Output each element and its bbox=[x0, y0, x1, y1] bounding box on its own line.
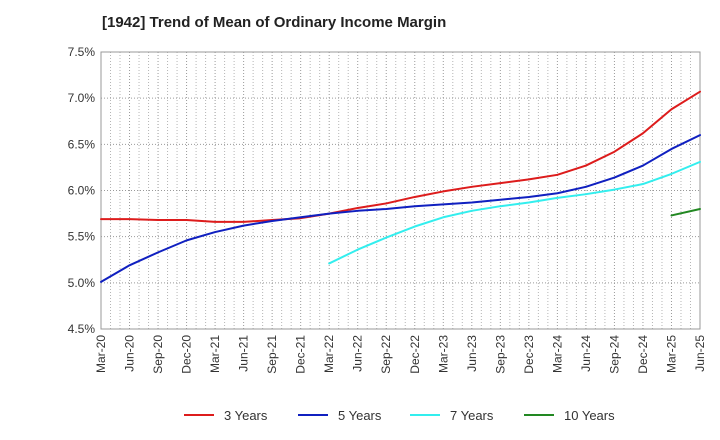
chart-title: [1942] Trend of Mean of Ordinary Income … bbox=[102, 14, 447, 31]
x-tick-label: Mar-20 bbox=[94, 335, 108, 373]
x-axis-ticks: Mar-20 Jun-20 Sep-20 Dec-20 Mar-21 Jun-21 Sep-… bbox=[94, 335, 707, 374]
x-tick-label: Dec-24 bbox=[636, 335, 650, 374]
x-tick-label: Jun-22 bbox=[351, 335, 365, 372]
series-line-5-years bbox=[100, 134, 701, 283]
x-tick-label: Jun-21 bbox=[237, 335, 251, 372]
x-tick-label: Mar-22 bbox=[322, 335, 336, 373]
y-axis-ticks: 4.5% 5.0% 5.5% 6.0% 6.5% 7.0% 7.5% bbox=[68, 45, 96, 336]
x-tick-label: Mar-25 bbox=[664, 335, 678, 373]
x-tick-label: Jun-24 bbox=[579, 335, 593, 372]
series-line-10-years bbox=[670, 207, 701, 217]
series-line-3-years bbox=[100, 90, 701, 223]
x-tick-label: Jun-20 bbox=[123, 335, 137, 372]
x-tick-label: Dec-22 bbox=[408, 335, 422, 374]
x-tick-label: Dec-23 bbox=[522, 335, 536, 374]
x-tick-label: Sep-22 bbox=[379, 335, 393, 374]
plot-area-border bbox=[100, 51, 701, 330]
y-tick-label: 7.5% bbox=[68, 45, 96, 59]
x-tick-label: Sep-24 bbox=[607, 335, 621, 374]
legend: 3 Years 5 Years 7 Years 10 Years bbox=[184, 408, 615, 423]
x-tick-label: Mar-21 bbox=[208, 335, 222, 373]
y-tick-label: 4.5% bbox=[68, 322, 96, 336]
x-tick-label: Sep-23 bbox=[493, 335, 507, 374]
y-tick-label: 6.0% bbox=[68, 184, 96, 198]
legend-label-3-years: 3 Years bbox=[224, 408, 268, 423]
x-tick-label: Sep-20 bbox=[151, 335, 165, 374]
x-tick-label: Dec-21 bbox=[294, 335, 308, 374]
x-tick-label: Dec-20 bbox=[180, 335, 194, 374]
y-tick-label: 5.0% bbox=[68, 276, 96, 290]
y-tick-label: 5.5% bbox=[68, 230, 96, 244]
x-tick-label: Jun-25 bbox=[693, 335, 707, 372]
x-tick-label: Jun-23 bbox=[465, 335, 479, 372]
legend-label-5-years: 5 Years bbox=[338, 408, 382, 423]
y-tick-label: 7.0% bbox=[68, 91, 96, 105]
x-tick-label: Sep-21 bbox=[265, 335, 279, 374]
y-tick-label: 6.5% bbox=[68, 137, 96, 151]
x-tick-label: Mar-23 bbox=[436, 335, 450, 373]
legend-label-10-years: 10 Years bbox=[564, 408, 615, 423]
series-line-7-years bbox=[328, 160, 701, 265]
legend-label-7-years: 7 Years bbox=[450, 408, 494, 423]
x-tick-label: Mar-24 bbox=[550, 335, 564, 373]
series-lines bbox=[100, 90, 701, 283]
